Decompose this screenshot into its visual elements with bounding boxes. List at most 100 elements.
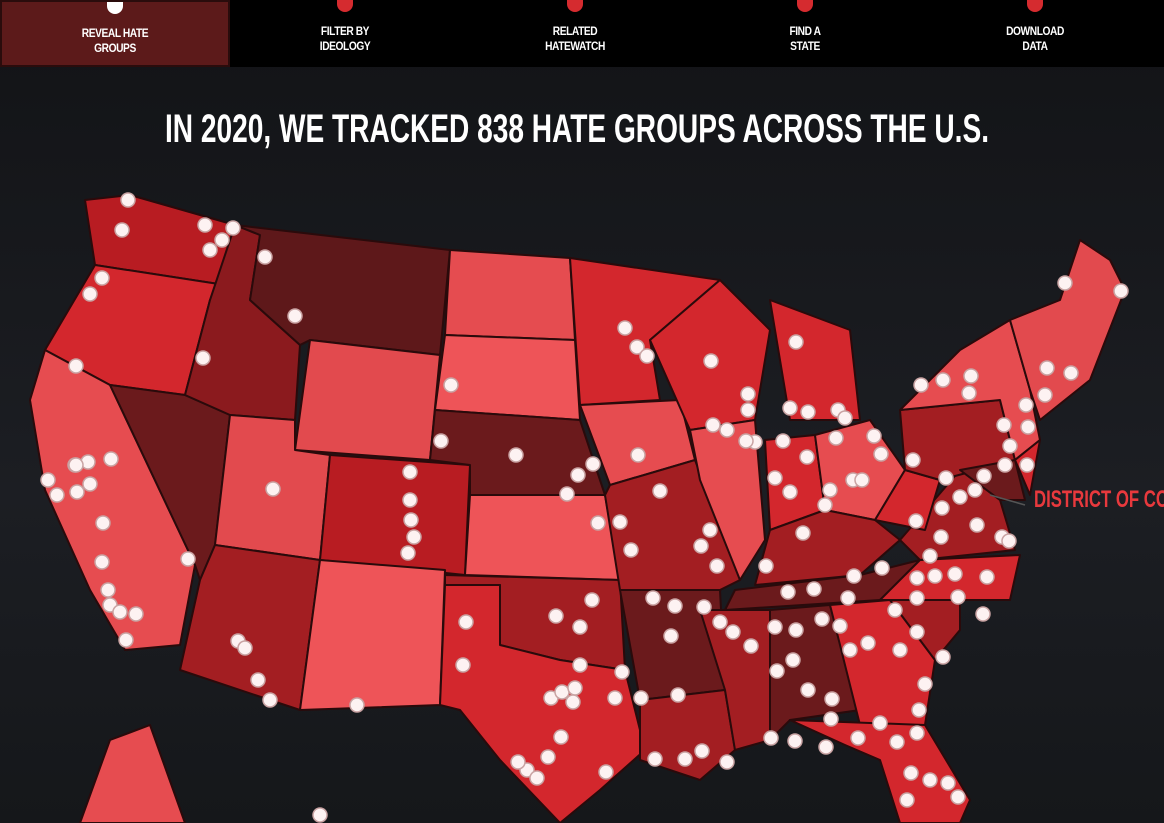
group-marker[interactable] <box>559 486 575 502</box>
group-marker[interactable] <box>969 517 985 533</box>
group-marker[interactable] <box>899 792 915 808</box>
group-marker[interactable] <box>237 640 253 656</box>
group-marker[interactable] <box>740 386 756 402</box>
group-marker[interactable] <box>197 217 213 233</box>
group-marker[interactable] <box>1057 275 1073 291</box>
group-marker[interactable] <box>782 400 798 416</box>
group-marker[interactable] <box>709 558 725 574</box>
group-marker[interactable] <box>49 487 65 503</box>
group-marker[interactable] <box>823 711 839 727</box>
group-marker[interactable] <box>817 497 833 513</box>
group-marker[interactable] <box>702 522 718 538</box>
group-marker[interactable] <box>874 560 890 576</box>
group-marker[interactable] <box>548 608 564 624</box>
group-marker[interactable] <box>780 584 796 600</box>
group-marker[interactable] <box>767 470 783 486</box>
nav-tab[interactable]: FILTER BY IDEOLOGY <box>230 0 460 67</box>
group-marker[interactable] <box>590 515 606 531</box>
group-marker[interactable] <box>927 568 943 584</box>
state[interactable] <box>319 454 471 576</box>
group-marker[interactable] <box>567 680 583 696</box>
group-marker[interactable] <box>872 715 888 731</box>
group-marker[interactable] <box>740 402 756 418</box>
group-marker[interactable] <box>68 358 84 374</box>
group-marker[interactable] <box>743 638 759 654</box>
group-marker[interactable] <box>705 417 721 433</box>
group-marker[interactable] <box>967 482 983 498</box>
state[interactable] <box>434 334 581 421</box>
group-marker[interactable] <box>95 515 111 531</box>
group-marker[interactable] <box>933 529 949 545</box>
group-marker[interactable] <box>935 372 951 388</box>
group-marker[interactable] <box>694 743 710 759</box>
group-marker[interactable] <box>633 690 649 706</box>
group-marker[interactable] <box>180 551 196 567</box>
group-marker[interactable] <box>903 765 919 781</box>
state[interactable] <box>439 584 646 823</box>
group-marker[interactable] <box>795 525 811 541</box>
group-marker[interactable] <box>818 739 834 755</box>
group-marker[interactable] <box>565 694 581 710</box>
group-marker[interactable] <box>769 663 785 679</box>
group-marker[interactable] <box>614 664 630 680</box>
state[interactable] <box>79 724 186 823</box>
group-marker[interactable] <box>913 377 929 393</box>
group-marker[interactable] <box>788 334 804 350</box>
group-marker[interactable] <box>617 320 633 336</box>
group-marker[interactable] <box>785 652 801 668</box>
state[interactable] <box>639 689 736 781</box>
state[interactable] <box>789 719 971 823</box>
group-marker[interactable] <box>840 590 856 606</box>
group-marker[interactable] <box>120 192 136 208</box>
group-marker[interactable] <box>630 447 646 463</box>
group-marker[interactable] <box>908 513 924 529</box>
group-marker[interactable] <box>950 589 966 605</box>
group-marker[interactable] <box>645 590 661 606</box>
group-marker[interactable] <box>103 451 119 467</box>
group-marker[interactable] <box>195 350 211 366</box>
group-marker[interactable] <box>938 470 954 486</box>
group-marker[interactable] <box>763 730 779 746</box>
group-marker[interactable] <box>647 751 663 767</box>
state[interactable] <box>179 544 321 711</box>
group-marker[interactable] <box>94 270 110 286</box>
group-marker[interactable] <box>225 220 241 236</box>
group-marker[interactable] <box>1018 397 1034 413</box>
group-marker[interactable] <box>100 582 116 598</box>
group-marker[interactable] <box>540 749 556 765</box>
group-marker[interactable] <box>82 476 98 492</box>
group-marker[interactable] <box>250 672 266 688</box>
group-marker[interactable] <box>508 447 524 463</box>
group-marker[interactable] <box>934 500 950 516</box>
group-marker[interactable] <box>257 249 273 265</box>
group-marker[interactable] <box>652 483 668 499</box>
group-marker[interactable] <box>828 430 844 446</box>
group-marker[interactable] <box>455 657 471 673</box>
state[interactable] <box>569 257 721 406</box>
group-marker[interactable] <box>814 611 830 627</box>
group-marker[interactable] <box>860 635 876 651</box>
group-marker[interactable] <box>1037 387 1053 403</box>
group-marker[interactable] <box>118 632 134 648</box>
group-marker[interactable] <box>979 569 995 585</box>
group-marker[interactable] <box>112 604 128 620</box>
group-marker[interactable] <box>443 377 459 393</box>
group-marker[interactable] <box>909 725 925 741</box>
group-marker[interactable] <box>584 592 600 608</box>
group-marker[interactable] <box>837 410 853 426</box>
dc-callout[interactable]: DISTRICT OF COLUMBIA <box>1034 486 1164 513</box>
group-marker[interactable] <box>402 492 418 508</box>
group-marker[interactable] <box>510 754 526 770</box>
group-marker[interactable] <box>693 538 709 554</box>
group-marker[interactable] <box>1019 457 1035 473</box>
group-marker[interactable] <box>961 385 977 401</box>
group-marker[interactable] <box>349 697 365 713</box>
group-marker[interactable] <box>787 733 803 749</box>
group-marker[interactable] <box>598 764 614 780</box>
group-marker[interactable] <box>782 484 798 500</box>
group-marker[interactable] <box>911 702 927 718</box>
group-marker[interactable] <box>629 339 645 355</box>
group-marker[interactable] <box>458 614 474 630</box>
group-marker[interactable] <box>82 286 98 302</box>
group-marker[interactable] <box>572 619 588 635</box>
